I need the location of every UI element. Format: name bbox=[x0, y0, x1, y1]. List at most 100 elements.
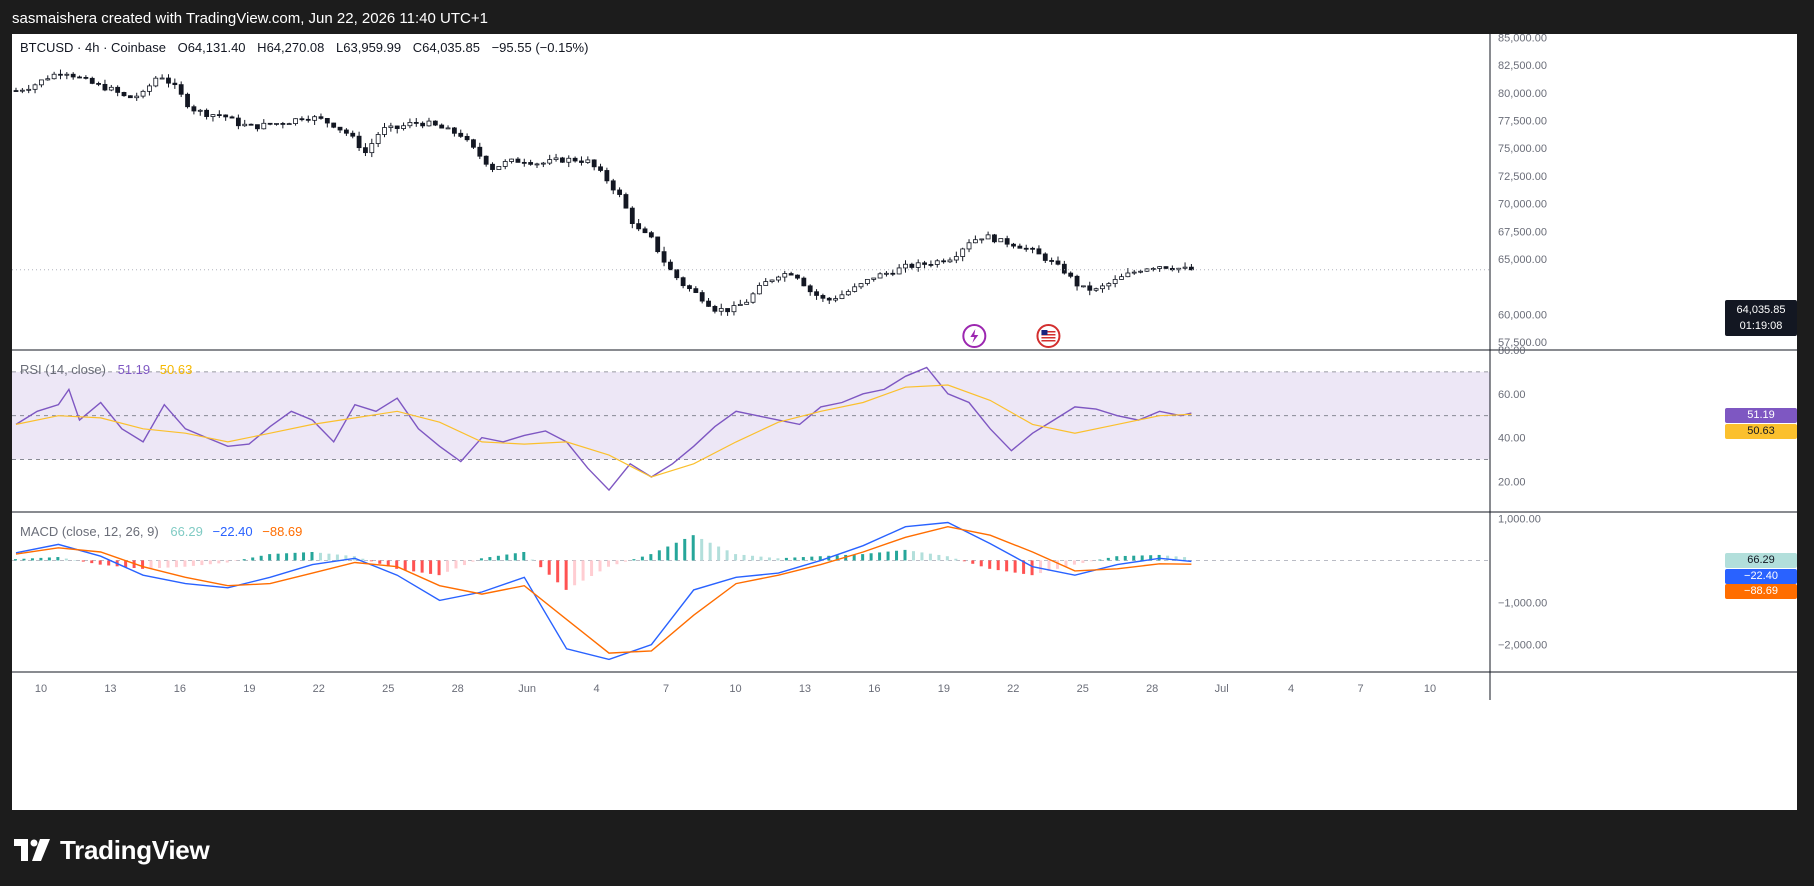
rsi-tick-label: 40.00 bbox=[1498, 433, 1526, 445]
macd-histogram-bar bbox=[996, 560, 1000, 571]
candle-body bbox=[235, 117, 241, 127]
candle-body bbox=[579, 160, 584, 163]
price-tick-label: 77,500.00 bbox=[1498, 115, 1547, 127]
candle-body bbox=[852, 286, 858, 292]
time-tick-label: 16 bbox=[174, 683, 186, 695]
time-tick-label: 19 bbox=[243, 683, 255, 695]
candle-body bbox=[744, 301, 750, 305]
chart-frame[interactable]: 85,000.00 82,500.00 80,000.00 77,500.00 75,0… bbox=[12, 34, 1797, 810]
candle-body bbox=[350, 132, 356, 137]
candle-body bbox=[903, 263, 908, 269]
macd-histogram-bar bbox=[945, 556, 949, 561]
macd-histogram-bar bbox=[818, 556, 822, 561]
candle-body bbox=[363, 147, 368, 154]
candle-body bbox=[591, 159, 597, 168]
macd-histogram-bar bbox=[717, 546, 721, 561]
macd-histogram-bar bbox=[488, 557, 492, 561]
macd-histogram-bar bbox=[1022, 560, 1026, 574]
macd-histogram-bar bbox=[708, 542, 712, 561]
candle-body bbox=[26, 88, 32, 91]
candle-body bbox=[839, 294, 845, 299]
macd-histogram-bar bbox=[522, 552, 526, 561]
candle-body bbox=[680, 277, 686, 287]
rsi-name[interactable]: RSI (14, close) bbox=[20, 362, 106, 377]
macd-histogram-bar bbox=[1183, 557, 1187, 561]
macd-histogram-bar bbox=[268, 554, 272, 561]
time-tick-label: 4 bbox=[1288, 683, 1294, 695]
candle-body bbox=[966, 242, 972, 250]
candle-body bbox=[1087, 285, 1093, 291]
candle-body bbox=[96, 83, 101, 85]
candle-body bbox=[528, 162, 534, 165]
candle-body bbox=[1189, 266, 1194, 271]
macd-histogram-bar bbox=[191, 560, 195, 566]
macd-histogram-bar bbox=[734, 554, 738, 561]
candle-body bbox=[896, 267, 902, 275]
candle-body bbox=[432, 120, 438, 126]
candle-body bbox=[598, 166, 603, 171]
macd-histogram-bar bbox=[1005, 560, 1009, 572]
macd-name[interactable]: MACD (close, 12, 26, 9) bbox=[20, 524, 159, 539]
macd-histogram-bar bbox=[208, 560, 212, 565]
macd-histogram-bar bbox=[937, 554, 941, 561]
candle-body bbox=[121, 92, 127, 97]
macd-histogram-bar bbox=[776, 558, 780, 561]
macd-histogram-bar bbox=[581, 560, 585, 581]
candle-body bbox=[274, 123, 279, 125]
candle-body bbox=[515, 158, 521, 163]
macd-histogram-bar bbox=[225, 560, 229, 563]
macd-histogram-bar bbox=[751, 555, 755, 561]
candle-body bbox=[1042, 253, 1048, 261]
candle-body bbox=[553, 157, 559, 160]
time-tick-label: 22 bbox=[1007, 683, 1019, 695]
high-label: H bbox=[257, 40, 267, 55]
macd-histogram-bar bbox=[302, 552, 306, 561]
macd-histogram-bar bbox=[979, 560, 983, 567]
candle-body bbox=[1125, 272, 1131, 278]
macd-histogram-bar bbox=[327, 553, 331, 561]
macd-histogram-bar bbox=[259, 555, 263, 561]
candle-body bbox=[1100, 285, 1105, 290]
candle-body bbox=[210, 114, 216, 117]
macd-histogram-bar bbox=[276, 553, 280, 561]
candle-body bbox=[299, 118, 305, 121]
candle-body bbox=[782, 273, 788, 278]
candle-body bbox=[629, 207, 635, 224]
candle-body bbox=[610, 180, 616, 191]
time-tick-label: 13 bbox=[104, 683, 116, 695]
macd-histogram-bar bbox=[1039, 560, 1043, 574]
candle-body bbox=[769, 279, 775, 282]
candle-body bbox=[864, 278, 870, 284]
chart-svg[interactable]: 85,000.00 82,500.00 80,000.00 77,500.00 75,0… bbox=[12, 34, 1797, 810]
time-tick-label: Jul bbox=[1215, 683, 1229, 695]
time-tick-label: 10 bbox=[1424, 683, 1436, 695]
macd-histogram-bar bbox=[530, 559, 534, 561]
candle-body bbox=[147, 85, 152, 92]
macd-hist-value: 66.29 bbox=[170, 524, 203, 539]
macd-histogram-bar bbox=[22, 558, 26, 561]
macd-histogram-bar bbox=[1149, 555, 1153, 561]
candle-body bbox=[426, 120, 432, 127]
candle-body bbox=[490, 163, 495, 170]
rsi-pane bbox=[12, 366, 1490, 492]
time-tick-label: 10 bbox=[729, 683, 741, 695]
rsi-ma-badge: 50.63 bbox=[1725, 424, 1797, 439]
candle-body bbox=[32, 84, 38, 90]
symbol-label[interactable]: BTCUSD · 4h · Coinbase bbox=[20, 40, 166, 55]
macd-histogram-bar bbox=[335, 554, 339, 561]
rsi-legend: RSI (14, close) 51.19 50.63 bbox=[20, 362, 192, 377]
candle-body bbox=[451, 127, 457, 134]
close-value: 64,035.85 bbox=[422, 40, 480, 55]
macd-histogram-bar bbox=[429, 560, 433, 574]
macd-histogram-bar bbox=[293, 552, 297, 561]
macd-histogram-bar bbox=[242, 559, 246, 561]
time-tick-label: Jun bbox=[518, 683, 536, 695]
candle-body bbox=[439, 124, 445, 129]
signal-line bbox=[15, 525, 1192, 654]
footer-brand[interactable]: TradingView bbox=[14, 832, 210, 868]
macd-hist-badge: 66.29 bbox=[1725, 553, 1797, 568]
macd-histogram-bar bbox=[564, 560, 568, 590]
candle-body bbox=[261, 122, 267, 130]
candle-body bbox=[413, 122, 419, 124]
macd-legend: MACD (close, 12, 26, 9) 66.29 −22.40 −88… bbox=[20, 524, 302, 539]
